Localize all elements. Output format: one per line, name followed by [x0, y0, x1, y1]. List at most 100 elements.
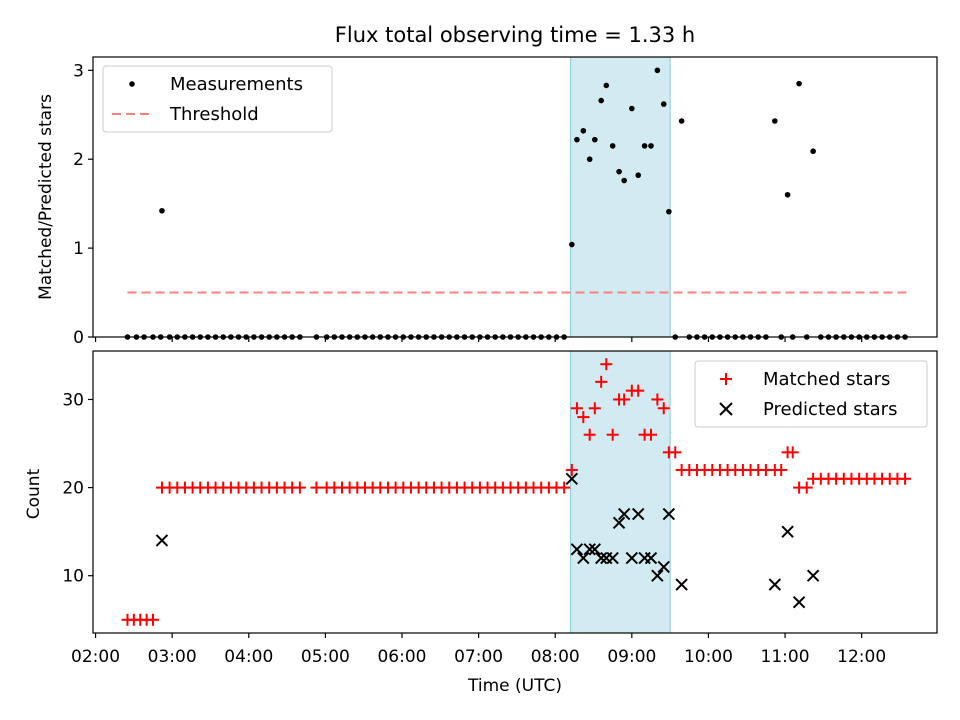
y-tick-label: 20	[62, 479, 84, 499]
predicted-star-point	[588, 543, 602, 556]
top-x-ticks	[94, 337, 863, 342]
x-tick-label: 12:00	[837, 647, 886, 667]
x-tick-label: 03:00	[148, 647, 197, 667]
matched-star-point	[588, 402, 601, 415]
measurement-point	[772, 118, 778, 124]
matched-star-point	[618, 393, 631, 406]
bottom-panel: 10 20 30 02:00 03:00 04:00 05:00 06:00 07:00 08:…	[24, 350, 938, 696]
legend-measurements-label: Measurements	[170, 74, 303, 95]
legend-threshold-label: Threshold	[169, 104, 259, 125]
legend-predicted-marker	[719, 402, 733, 416]
matched-star-point	[606, 428, 619, 441]
chart-title: Flux total observing time = 1.33 h	[335, 23, 695, 47]
y-tick-label: 30	[62, 390, 84, 410]
x-tick-label: 09:00	[607, 647, 656, 667]
top-panel: 0 1 2 3 Matched/Predicted stars Measurement…	[36, 56, 938, 348]
legend-matched-marker	[720, 373, 732, 385]
matched-star-point	[775, 463, 788, 476]
measurement-point	[678, 118, 685, 124]
bottom-y-axis-label: Count	[24, 468, 44, 519]
predicted-star-point	[644, 551, 658, 565]
predicted-star-point	[806, 569, 820, 582]
x-tick-label: 02:00	[71, 647, 120, 667]
measurement-point	[580, 127, 587, 134]
y-tick-label: 0	[73, 328, 84, 348]
top-panel-marks	[124, 67, 908, 340]
bottom-panel-frame	[92, 350, 938, 634]
matched-star-point	[310, 481, 323, 494]
top-panel-shade	[570, 56, 671, 338]
measurement-point	[784, 191, 791, 198]
measurement-point	[592, 136, 598, 143]
predicted-star-point	[675, 578, 688, 591]
bottom-y-ticks: 10 20 30	[62, 390, 93, 587]
measurement-point	[629, 105, 635, 112]
top-y-axis-label: Matched/Predicted stars	[36, 94, 56, 300]
x-tick-label: 06:00	[377, 647, 426, 667]
measurement-point	[648, 143, 654, 149]
matched-star-point	[644, 428, 657, 441]
measurement-point	[586, 156, 593, 163]
predicted-star-point	[662, 507, 676, 521]
y-tick-label: 2	[73, 150, 84, 170]
predicted-star-point	[768, 578, 782, 591]
x-tick-label: 10:00	[684, 647, 733, 667]
measurement-point	[635, 172, 642, 179]
top-panel-frame	[92, 56, 938, 338]
measurement-point	[609, 143, 616, 149]
predicted-star-point	[155, 534, 169, 547]
predicted-star-point	[606, 551, 619, 565]
matched-star-point	[632, 384, 645, 397]
legend-predicted-label: Predicted stars	[763, 399, 897, 420]
measurement-point	[603, 82, 610, 89]
predicted-star-point	[781, 525, 794, 538]
predicted-star-point	[625, 551, 639, 565]
predicted-star-point	[594, 551, 608, 565]
matched-star-point	[786, 446, 799, 459]
measurement-point	[666, 208, 672, 215]
top-y-ticks: 0 1 2 3	[73, 61, 93, 348]
predicted-star-point	[565, 472, 579, 485]
measurement-point	[796, 80, 802, 87]
x-tick-label: 05:00	[301, 647, 350, 667]
matched-star-point	[293, 481, 306, 494]
measurement-point	[598, 97, 604, 104]
x-tick-label: 07:00	[454, 647, 503, 667]
predicted-star-point	[617, 507, 631, 521]
x-tick-label: 11:00	[761, 647, 810, 667]
predicted-star-point	[632, 507, 645, 521]
measurement-point	[810, 148, 816, 155]
measurement-point	[621, 177, 627, 184]
measurement-point	[574, 136, 580, 143]
y-tick-label: 1	[73, 239, 84, 259]
matched-star-point	[147, 613, 160, 626]
x-tick-label: 08:00	[531, 647, 580, 667]
matched-star-point	[565, 463, 578, 476]
legend-measurements-marker	[129, 81, 135, 87]
x-axis-label: Time (UTC)	[467, 676, 562, 696]
measurement-point	[569, 241, 575, 248]
predicted-star-point	[583, 543, 596, 556]
matched-star-point	[657, 402, 670, 415]
matched-star-point	[583, 428, 596, 441]
bottom-panel-shade	[570, 350, 671, 634]
matched-star-point	[669, 446, 682, 459]
bottom-x-ticks: 02:00 03:00 04:00 05:00 06:00 07:00 08:00 09:00…	[71, 633, 886, 667]
matched-star-point	[577, 411, 590, 424]
predicted-star-point	[651, 569, 664, 582]
legend-matched-label: Matched stars	[763, 369, 890, 390]
top-legend-box	[102, 65, 333, 133]
measurement-point	[159, 207, 165, 214]
predicted-star-point	[570, 543, 584, 556]
y-tick-label: 3	[73, 61, 84, 81]
matched-star-point	[570, 402, 583, 415]
x-tick-label: 04:00	[224, 647, 273, 667]
matched-star-point	[651, 393, 664, 406]
predicted-star-point	[657, 560, 670, 574]
predicted-star-point	[612, 516, 626, 530]
predicted-star-point	[792, 595, 806, 609]
y-tick-label: 10	[62, 567, 84, 587]
top-legend: Measurements Threshold	[102, 65, 333, 133]
matched-star-point	[600, 358, 613, 371]
